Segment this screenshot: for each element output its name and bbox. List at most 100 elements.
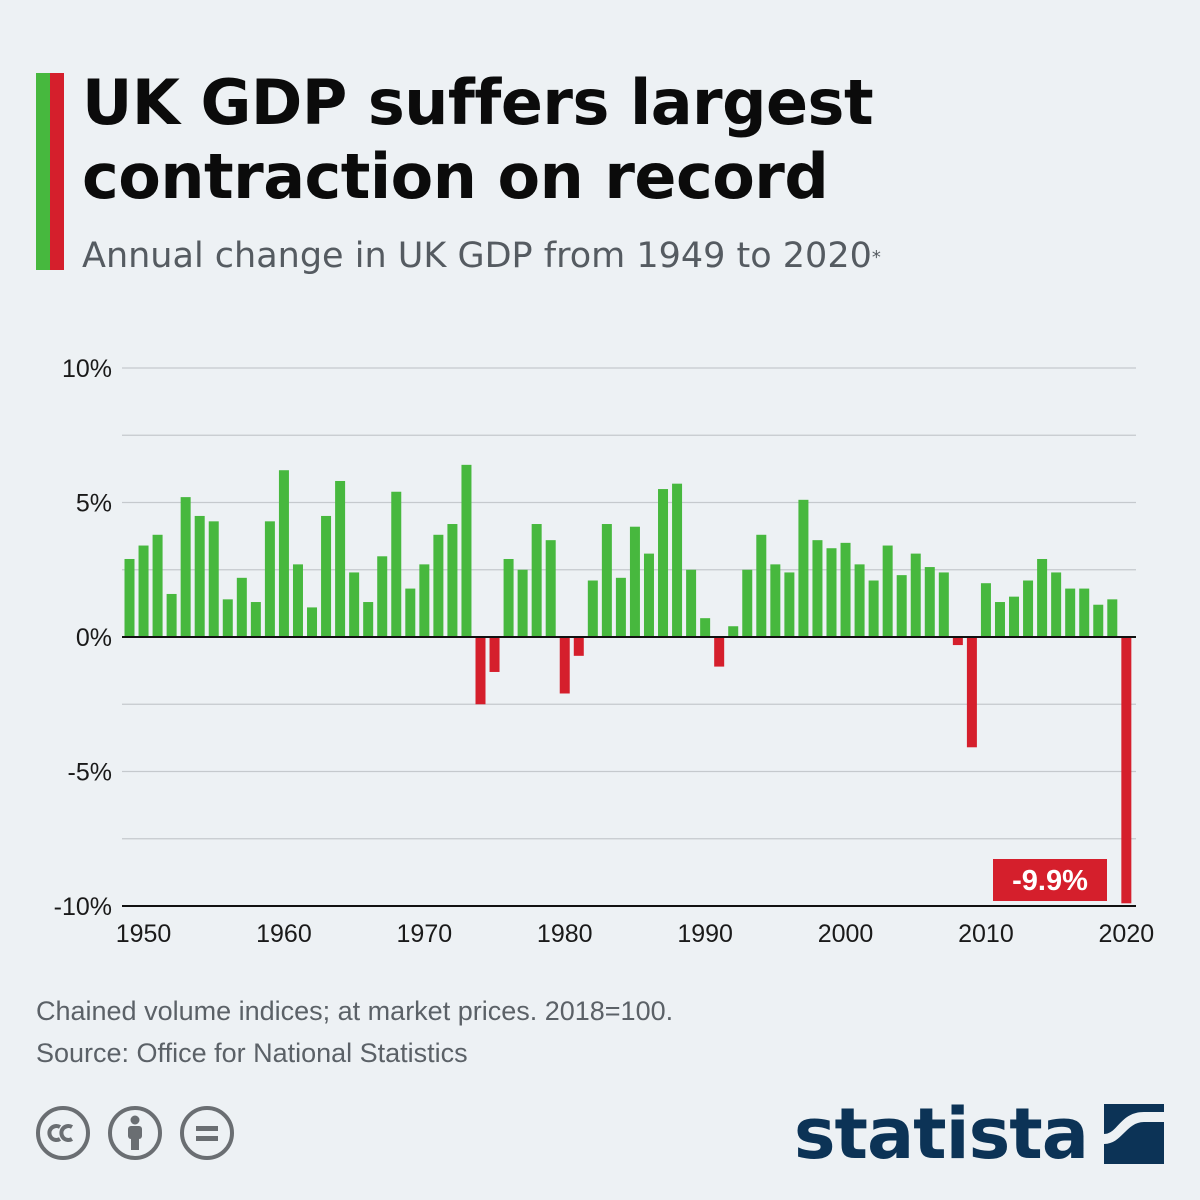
bar-1999 xyxy=(826,548,837,637)
bar-1985 xyxy=(629,526,640,637)
bar-1967 xyxy=(377,556,388,637)
y-tick-label: -10% xyxy=(54,893,112,921)
chart-subtitle: Annual change in UK GDP from 1949 to 202… xyxy=(82,232,881,280)
statista-logo-text[interactable]: statista xyxy=(793,1093,1089,1175)
accent-green-stripe xyxy=(36,73,50,270)
bar-2008 xyxy=(952,637,963,646)
bar-2016 xyxy=(1065,588,1076,637)
bar-1982 xyxy=(587,580,598,637)
bar-2007 xyxy=(938,572,949,637)
chart-footnote: Chained volume indices; at market prices… xyxy=(36,990,673,1074)
bar-1998 xyxy=(812,540,823,637)
y-tick-label: 5% xyxy=(76,490,112,518)
x-tick-label: 1960 xyxy=(256,920,312,948)
bar-1971 xyxy=(433,534,444,637)
bar-1988 xyxy=(672,483,683,637)
y-tick-label: 10% xyxy=(62,355,112,383)
gdp-bar-chart: 10% 5% 0% -5% -10%1950 1960 1970 1980 1990 2000 20… xyxy=(54,355,1155,948)
bar-1995 xyxy=(770,564,781,637)
x-tick-label: 2010 xyxy=(958,920,1014,948)
x-tick-label: 1990 xyxy=(677,920,733,948)
bar-1970 xyxy=(419,564,430,637)
title-accent-bar xyxy=(36,73,64,270)
bar-1972 xyxy=(447,524,458,637)
annotation-badge xyxy=(993,859,1107,901)
bar-1952 xyxy=(166,593,177,637)
accent-red-stripe xyxy=(50,73,64,270)
bar-1994 xyxy=(756,534,767,637)
methodology-note: Chained volume indices; at market prices… xyxy=(36,996,674,1026)
bar-1960 xyxy=(278,470,289,637)
bar-1953 xyxy=(180,497,191,637)
source-note: Source: Office for National Statistics xyxy=(36,1038,468,1068)
annotations: -9.9% xyxy=(993,859,1107,901)
bar-1996 xyxy=(784,572,795,637)
statista-logo-icon[interactable] xyxy=(1104,1104,1164,1164)
bar-1993 xyxy=(742,569,753,637)
bar-1997 xyxy=(798,499,809,637)
bar-2010 xyxy=(980,583,991,637)
bar-2013 xyxy=(1023,580,1034,637)
bar-2004 xyxy=(896,575,907,637)
bar-2015 xyxy=(1051,572,1062,637)
bar-2002 xyxy=(868,580,879,637)
y-tick-label: -5% xyxy=(68,759,112,787)
bar-2012 xyxy=(1009,596,1020,637)
x-tick-label: 2000 xyxy=(818,920,874,948)
bar-1975 xyxy=(489,637,500,672)
annotation-label: -9.9% xyxy=(1012,865,1088,897)
bar-1963 xyxy=(321,515,332,637)
bar-1966 xyxy=(363,602,374,637)
bars xyxy=(124,464,1132,904)
bar-1964 xyxy=(335,480,346,637)
x-tick-label: 1950 xyxy=(116,920,172,948)
bar-1980 xyxy=(559,637,570,694)
bar-1979 xyxy=(545,540,556,637)
bar-1957 xyxy=(236,577,247,637)
bar-1977 xyxy=(517,569,528,637)
bar-2009 xyxy=(966,637,977,748)
bar-2019 xyxy=(1107,599,1118,637)
bar-1973 xyxy=(461,464,472,637)
bar-2005 xyxy=(910,553,921,637)
bar-1983 xyxy=(601,524,612,637)
bar-1991 xyxy=(714,637,725,667)
bar-1968 xyxy=(391,491,402,637)
attribution-icon[interactable] xyxy=(108,1106,162,1160)
x-tick-label: 2020 xyxy=(1099,920,1155,948)
bar-1990 xyxy=(700,618,711,637)
bar-1955 xyxy=(208,521,219,637)
x-tick-label: 1970 xyxy=(397,920,453,948)
y-tick-label: 0% xyxy=(76,624,112,652)
bar-1954 xyxy=(194,515,205,637)
bar-2006 xyxy=(924,567,935,637)
bar-1956 xyxy=(222,599,233,637)
subtitle-footnote-marker: * xyxy=(871,247,881,268)
subtitle-text: Annual change in UK GDP from 1949 to 202… xyxy=(82,236,872,276)
bar-1974 xyxy=(475,637,486,705)
no-derivatives-icon[interactable] xyxy=(180,1106,234,1160)
axes: 10% 5% 0% -5% -10%1950 1960 1970 1980 1990 2000 20… xyxy=(54,355,1155,948)
bar-1962 xyxy=(307,607,318,637)
chart-title: UK GDP suffers largest contraction on re… xyxy=(82,66,874,213)
bar-1984 xyxy=(615,577,626,637)
bar-1959 xyxy=(264,521,275,637)
bar-2014 xyxy=(1037,558,1048,637)
creative-commons-icon[interactable] xyxy=(36,1106,90,1160)
bar-2003 xyxy=(882,545,893,637)
bar-1976 xyxy=(503,558,514,637)
bar-2001 xyxy=(854,564,865,637)
bar-1989 xyxy=(686,569,697,637)
bar-2000 xyxy=(840,542,851,637)
bar-1992 xyxy=(728,626,739,637)
bar-1958 xyxy=(250,602,261,637)
bar-1987 xyxy=(658,489,669,637)
bar-1981 xyxy=(573,637,584,656)
bar-1949 xyxy=(124,558,135,637)
bar-1961 xyxy=(292,564,303,637)
bar-1986 xyxy=(643,553,654,637)
bar-1978 xyxy=(531,524,542,637)
bar-1951 xyxy=(152,534,163,637)
bar-1965 xyxy=(349,572,360,637)
bar-2020 xyxy=(1121,637,1132,904)
